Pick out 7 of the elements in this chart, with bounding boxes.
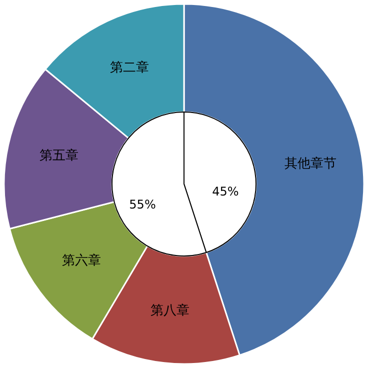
slice-label: 第五章 — [40, 148, 79, 164]
slice-label: 其他章节 — [284, 156, 336, 172]
slice-label: 第八章 — [150, 304, 190, 319]
slice-label: 第六章 — [62, 253, 102, 268]
slice-label: 第二章 — [110, 60, 149, 76]
data-label: 45% — [212, 184, 239, 198]
data-label: 55% — [129, 198, 156, 212]
